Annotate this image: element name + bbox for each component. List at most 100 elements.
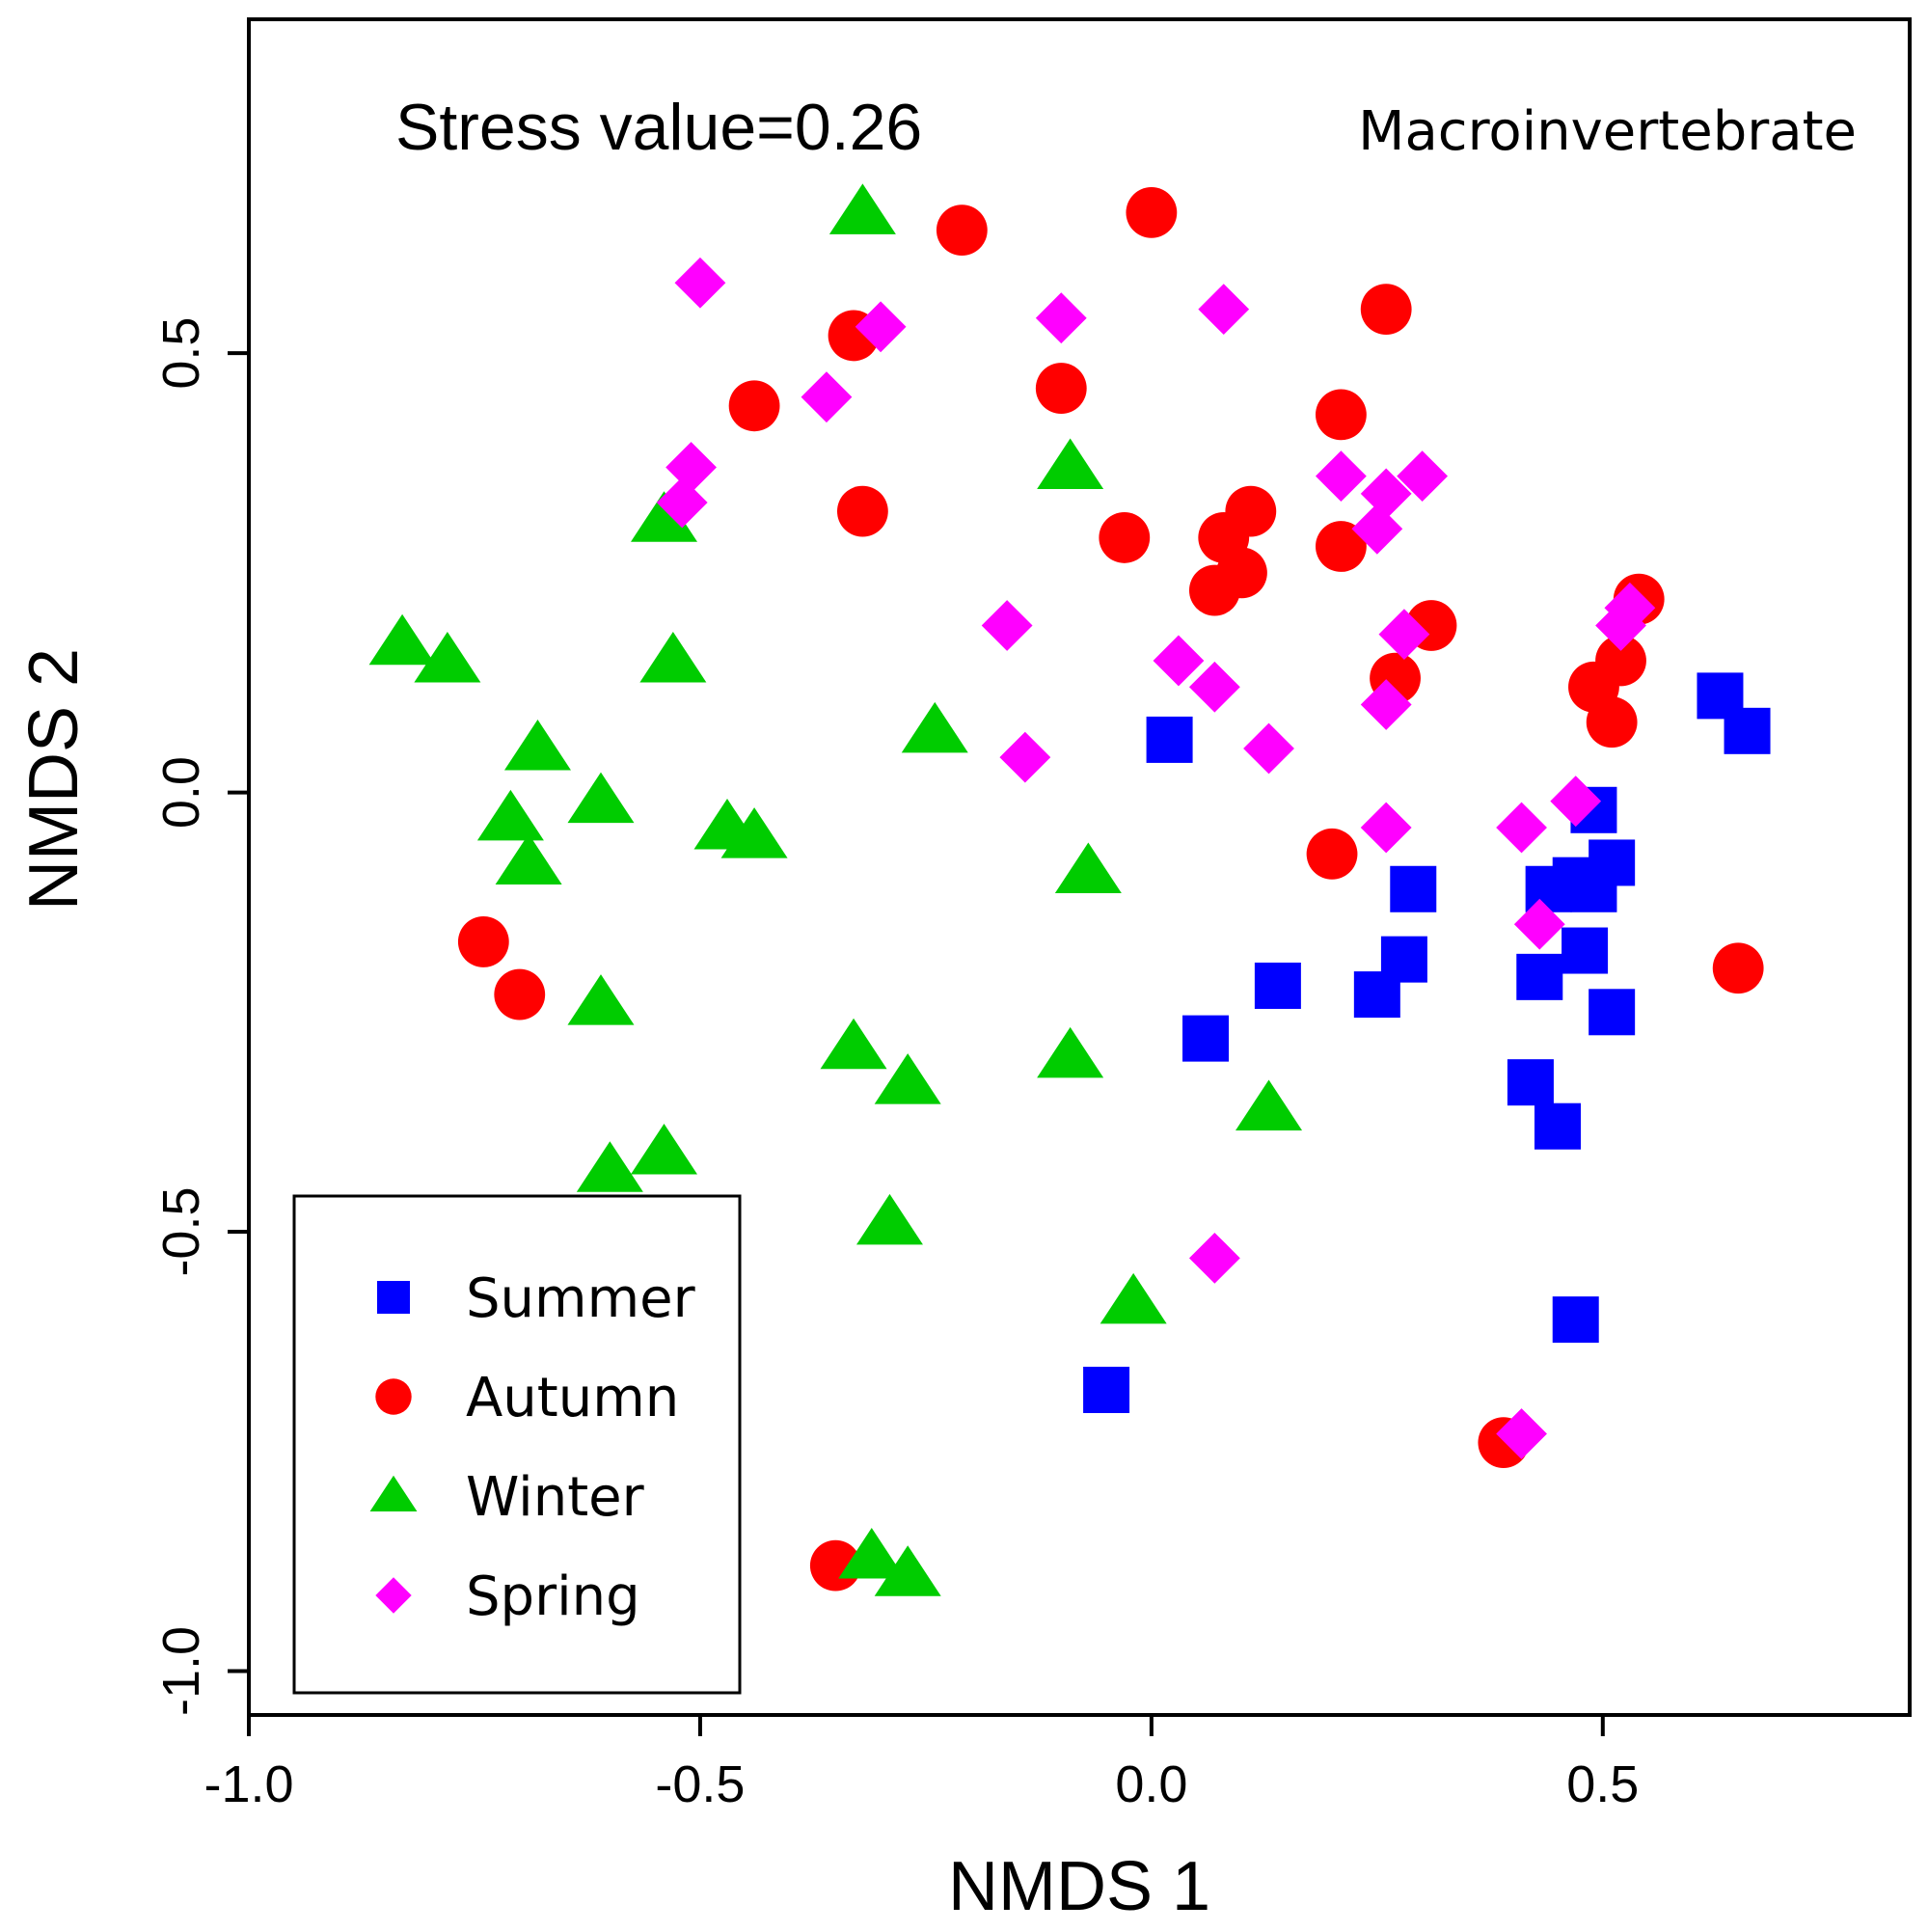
summer-point bbox=[1589, 989, 1636, 1036]
x-tick-label: 0.0 bbox=[1115, 1755, 1187, 1813]
spring-point bbox=[981, 600, 1033, 651]
legend-label: Summer bbox=[466, 1267, 696, 1330]
winter-point bbox=[1037, 1026, 1104, 1078]
winter-point bbox=[855, 1193, 923, 1245]
spring-point bbox=[1316, 450, 1367, 503]
autumn-point bbox=[1316, 521, 1367, 572]
stress-value-label: Stress value=0.26 bbox=[395, 91, 922, 164]
spring-point bbox=[801, 371, 853, 423]
summer-point bbox=[1254, 962, 1301, 1009]
spring-point bbox=[1513, 898, 1565, 950]
summer-point bbox=[1182, 1015, 1230, 1062]
legend-box bbox=[292, 1194, 742, 1695]
winter-point bbox=[820, 1018, 887, 1070]
legend-item-summer: Summer bbox=[377, 1267, 696, 1330]
data-points bbox=[368, 183, 1771, 1596]
legend-diamond-icon bbox=[375, 1577, 412, 1614]
winter-point bbox=[576, 1141, 643, 1192]
legend-item-spring: Spring bbox=[375, 1565, 640, 1628]
winter-point bbox=[828, 183, 896, 234]
y-tick-label: -1.0 bbox=[152, 1626, 210, 1716]
winter-point bbox=[631, 491, 697, 542]
summer-point bbox=[1353, 971, 1400, 1019]
spring-point bbox=[999, 731, 1051, 783]
y-tick-label: 0.5 bbox=[152, 317, 210, 390]
summer-point bbox=[1516, 953, 1563, 1000]
winter-point bbox=[639, 631, 707, 683]
spring-point bbox=[1198, 284, 1250, 335]
x-axis-title: NMDS 1 bbox=[948, 1848, 1210, 1925]
legend-label: Winter bbox=[466, 1466, 645, 1529]
legend: Summer Autumn Winter Spring bbox=[292, 1194, 742, 1695]
y-tick-label: -0.5 bbox=[152, 1186, 210, 1276]
spring-point bbox=[1360, 468, 1412, 520]
autumn-point bbox=[1126, 186, 1178, 238]
winter-point bbox=[414, 631, 481, 683]
winter-point bbox=[1100, 1272, 1167, 1324]
autumn-point bbox=[936, 204, 988, 257]
autumn-point bbox=[1586, 696, 1638, 748]
panel-title: Macroinvertebrate bbox=[1358, 100, 1857, 163]
autumn-point bbox=[1316, 389, 1367, 441]
spring-point bbox=[1397, 450, 1449, 503]
winter-point bbox=[1037, 438, 1104, 490]
y-axis: -1.0 -0.5 0.0 0.5 bbox=[152, 317, 251, 1716]
summer-point bbox=[1146, 716, 1193, 763]
spring-point bbox=[656, 476, 708, 529]
spring-point bbox=[1188, 661, 1240, 713]
x-tick-label: 0.5 bbox=[1566, 1755, 1639, 1813]
summer-point bbox=[1534, 1102, 1582, 1150]
spring-point bbox=[1595, 600, 1646, 651]
winter-point bbox=[874, 1545, 941, 1596]
autumn-point bbox=[1306, 828, 1358, 880]
legend-item-winter: Winter bbox=[369, 1466, 645, 1529]
legend-circle-icon bbox=[375, 1378, 412, 1415]
autumn-point bbox=[1712, 942, 1764, 994]
spring-point bbox=[1496, 802, 1547, 854]
legend-triangle-icon bbox=[369, 1475, 418, 1511]
summer-point bbox=[1561, 927, 1609, 974]
winter-point bbox=[476, 789, 544, 841]
legend-label: Spring bbox=[466, 1565, 640, 1628]
winter-point bbox=[503, 720, 571, 771]
summer-point bbox=[1083, 1366, 1130, 1413]
autumn-point bbox=[1099, 512, 1151, 563]
autumn-point bbox=[494, 968, 546, 1020]
series-spring bbox=[656, 257, 1656, 1459]
spring-point bbox=[1550, 776, 1602, 828]
summer-point bbox=[1552, 1296, 1599, 1344]
spring-point bbox=[1360, 679, 1412, 730]
summer-point bbox=[1525, 865, 1572, 912]
spring-point bbox=[665, 442, 717, 493]
summer-point bbox=[1390, 865, 1437, 912]
spring-point bbox=[674, 257, 726, 309]
autumn-point bbox=[1360, 284, 1412, 335]
spring-point bbox=[855, 301, 907, 353]
series-summer bbox=[1083, 672, 1771, 1413]
spring-point bbox=[1035, 292, 1087, 344]
spring-point bbox=[1604, 582, 1656, 634]
summer-point bbox=[1570, 865, 1617, 912]
autumn-point bbox=[457, 916, 509, 967]
autumn-point bbox=[728, 380, 780, 432]
spring-point bbox=[1496, 1408, 1547, 1459]
winter-point bbox=[838, 1528, 906, 1579]
winter-point bbox=[368, 613, 436, 666]
spring-point bbox=[1188, 1232, 1240, 1284]
spring-point bbox=[1351, 503, 1403, 555]
x-axis: -1.0 -0.5 0.0 0.5 bbox=[204, 1713, 1639, 1813]
winter-point bbox=[901, 701, 968, 753]
autumn-point bbox=[1188, 564, 1240, 616]
winter-point bbox=[567, 772, 635, 824]
winter-point bbox=[874, 1053, 941, 1104]
winter-point bbox=[1236, 1079, 1303, 1130]
winter-point bbox=[495, 833, 562, 884]
legend-square-icon bbox=[377, 1281, 410, 1314]
series-winter bbox=[368, 183, 1303, 1596]
spring-point bbox=[1360, 802, 1412, 854]
x-tick-label: -1.0 bbox=[204, 1755, 293, 1813]
legend-item-autumn: Autumn bbox=[375, 1367, 679, 1429]
spring-point bbox=[1243, 722, 1294, 775]
